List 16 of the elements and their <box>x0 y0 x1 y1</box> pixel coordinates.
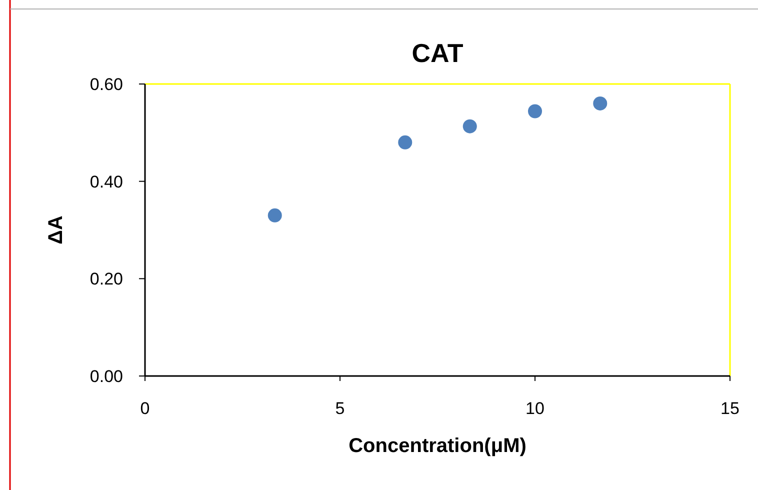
x-tick-label: 5 <box>335 399 345 418</box>
x-tick-label: 15 <box>720 399 740 418</box>
x-tick-label: 10 <box>526 399 544 418</box>
x-tick-label: 0 <box>140 399 150 418</box>
y-axis-title: ΔA <box>45 216 67 244</box>
point <box>268 208 282 222</box>
x-axis-title: Concentration(μM) <box>348 435 526 457</box>
point <box>398 135 412 150</box>
y-tick-label: 0.00 <box>90 366 123 386</box>
point <box>593 96 608 110</box>
point <box>462 119 477 134</box>
y-tick-label: 0.20 <box>90 270 123 289</box>
point <box>528 104 542 118</box>
chart-title: CAT <box>412 38 464 68</box>
y-tick-label: 0.60 <box>90 74 123 94</box>
y-tick-label: 0.40 <box>90 172 123 192</box>
